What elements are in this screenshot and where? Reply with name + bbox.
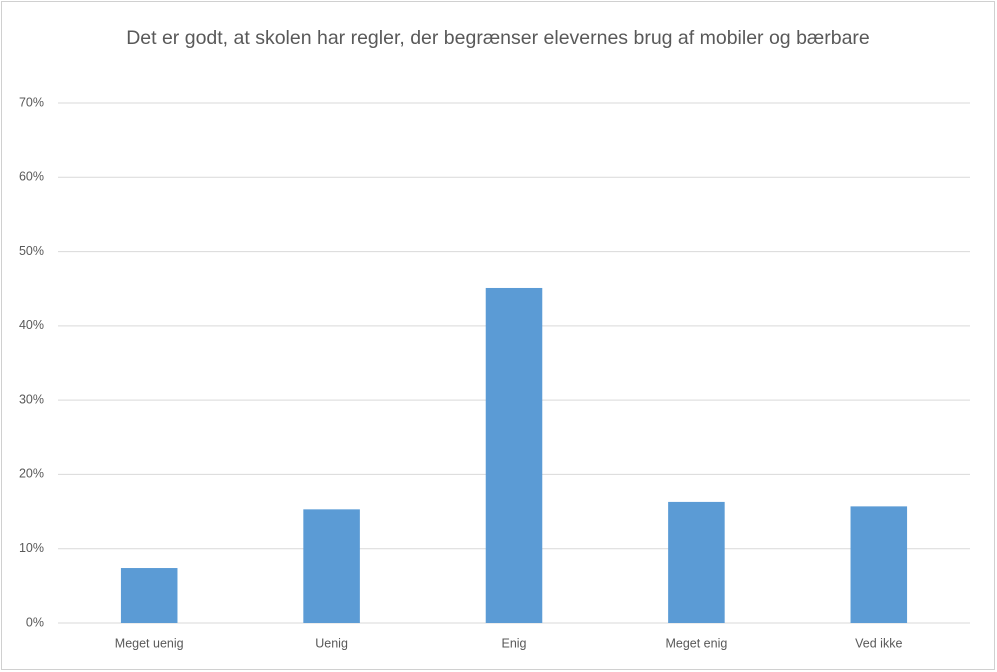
bar bbox=[485, 287, 543, 623]
x-tick-label: Enig bbox=[501, 636, 526, 650]
y-tick-label: 20% bbox=[19, 467, 44, 481]
x-tick-label: Ved ikke bbox=[855, 636, 902, 650]
x-tick-label: Meget enig bbox=[665, 636, 727, 650]
y-tick-label: 0% bbox=[26, 615, 44, 629]
y-tick-label: 60% bbox=[19, 170, 44, 184]
y-tick-label: 70% bbox=[19, 95, 44, 109]
bar bbox=[668, 501, 725, 623]
y-tick-label: 10% bbox=[19, 541, 44, 555]
y-tick-label: 50% bbox=[19, 244, 44, 258]
x-tick-label: Uenig bbox=[315, 636, 348, 650]
bar bbox=[303, 509, 360, 623]
chart-title: Det er godt, at skolen har regler, der b… bbox=[126, 27, 870, 49]
bar bbox=[850, 506, 908, 623]
y-tick-label: 30% bbox=[19, 392, 44, 406]
y-tick-label: 40% bbox=[19, 318, 44, 332]
x-tick-label: Meget uenig bbox=[115, 636, 184, 650]
bar bbox=[120, 568, 178, 623]
